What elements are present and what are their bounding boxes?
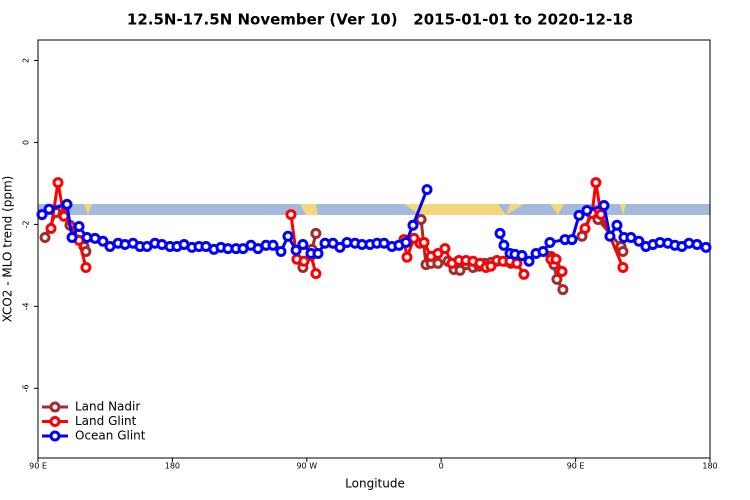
data-point <box>633 235 645 247</box>
data-point <box>97 235 109 247</box>
data-point <box>439 243 451 255</box>
data-point <box>421 184 433 196</box>
data-point <box>590 177 602 189</box>
data-point <box>432 257 444 269</box>
data-point <box>415 213 427 225</box>
y-axis-label: XCO2 - MLO trend (ppm) <box>1 176 15 323</box>
x-tick-label: 90 E <box>567 462 585 471</box>
x-tick-label: 180 <box>702 462 717 471</box>
data-point <box>282 230 294 242</box>
data-point <box>58 210 70 222</box>
data-point <box>52 177 64 189</box>
data-point <box>617 245 629 257</box>
data-point <box>80 261 92 273</box>
legend-marker <box>49 430 61 442</box>
data-point <box>310 268 322 280</box>
data-point <box>297 238 309 250</box>
data-point <box>39 232 51 244</box>
data-point <box>407 219 419 231</box>
data-point <box>516 250 528 262</box>
data-point <box>550 253 562 265</box>
data-point <box>556 266 568 278</box>
data-point <box>66 232 78 244</box>
data-point <box>267 239 279 251</box>
data-point <box>36 209 48 221</box>
legend-marker <box>49 416 61 427</box>
surface-band <box>38 204 710 215</box>
data-point <box>523 255 535 267</box>
land-patches <box>84 204 626 215</box>
data-point <box>566 234 578 246</box>
legend-marker <box>49 401 61 413</box>
data-point <box>334 241 346 253</box>
legend-label: Land Glint <box>75 414 137 428</box>
y-tick-label: 0 <box>22 140 31 145</box>
data-point <box>557 284 569 296</box>
x-axis-label: Longitude <box>345 477 405 491</box>
data-point <box>573 209 585 221</box>
data-point <box>275 245 287 257</box>
data-point <box>611 219 623 231</box>
data-point <box>43 203 55 215</box>
data-point <box>700 241 712 253</box>
data-point <box>617 261 629 273</box>
data-point <box>537 245 549 257</box>
data-point <box>604 230 616 242</box>
data-point <box>544 236 556 248</box>
y-tick-label: -4 <box>22 302 31 310</box>
data-point <box>551 273 563 285</box>
data-point <box>298 255 310 267</box>
data-point <box>498 239 510 251</box>
data-point <box>581 204 593 216</box>
data-point <box>73 220 85 232</box>
data-point <box>310 227 322 239</box>
y-tick-label: 2 <box>22 58 31 63</box>
data-point <box>579 223 591 235</box>
y-tick-label: -6 <box>22 384 31 392</box>
chart-title: 12.5N-17.5N November (Ver 10) 2015-01-01… <box>127 11 633 29</box>
data-point <box>418 236 430 248</box>
data-point <box>432 248 444 260</box>
data-point <box>285 209 297 221</box>
data-point <box>494 227 506 239</box>
y-tick-label: -2 <box>22 220 31 228</box>
data-point <box>518 268 530 280</box>
x-tick-label: 90 W <box>296 462 317 471</box>
series-line <box>49 181 625 276</box>
data-point <box>400 236 412 248</box>
x-tick-label: 90 E <box>29 462 47 471</box>
data-point <box>312 248 324 260</box>
data-point <box>61 198 73 210</box>
data-point <box>290 244 302 256</box>
x-tick-label: 180 <box>165 462 180 471</box>
x-tick-label: 0 <box>439 462 444 471</box>
legend-label: Ocean Glint <box>75 429 146 443</box>
data-point <box>691 238 703 250</box>
legend-label: Land Nadir <box>75 400 140 414</box>
data-point <box>45 223 57 235</box>
data-point <box>401 251 413 263</box>
data-point <box>598 200 610 212</box>
